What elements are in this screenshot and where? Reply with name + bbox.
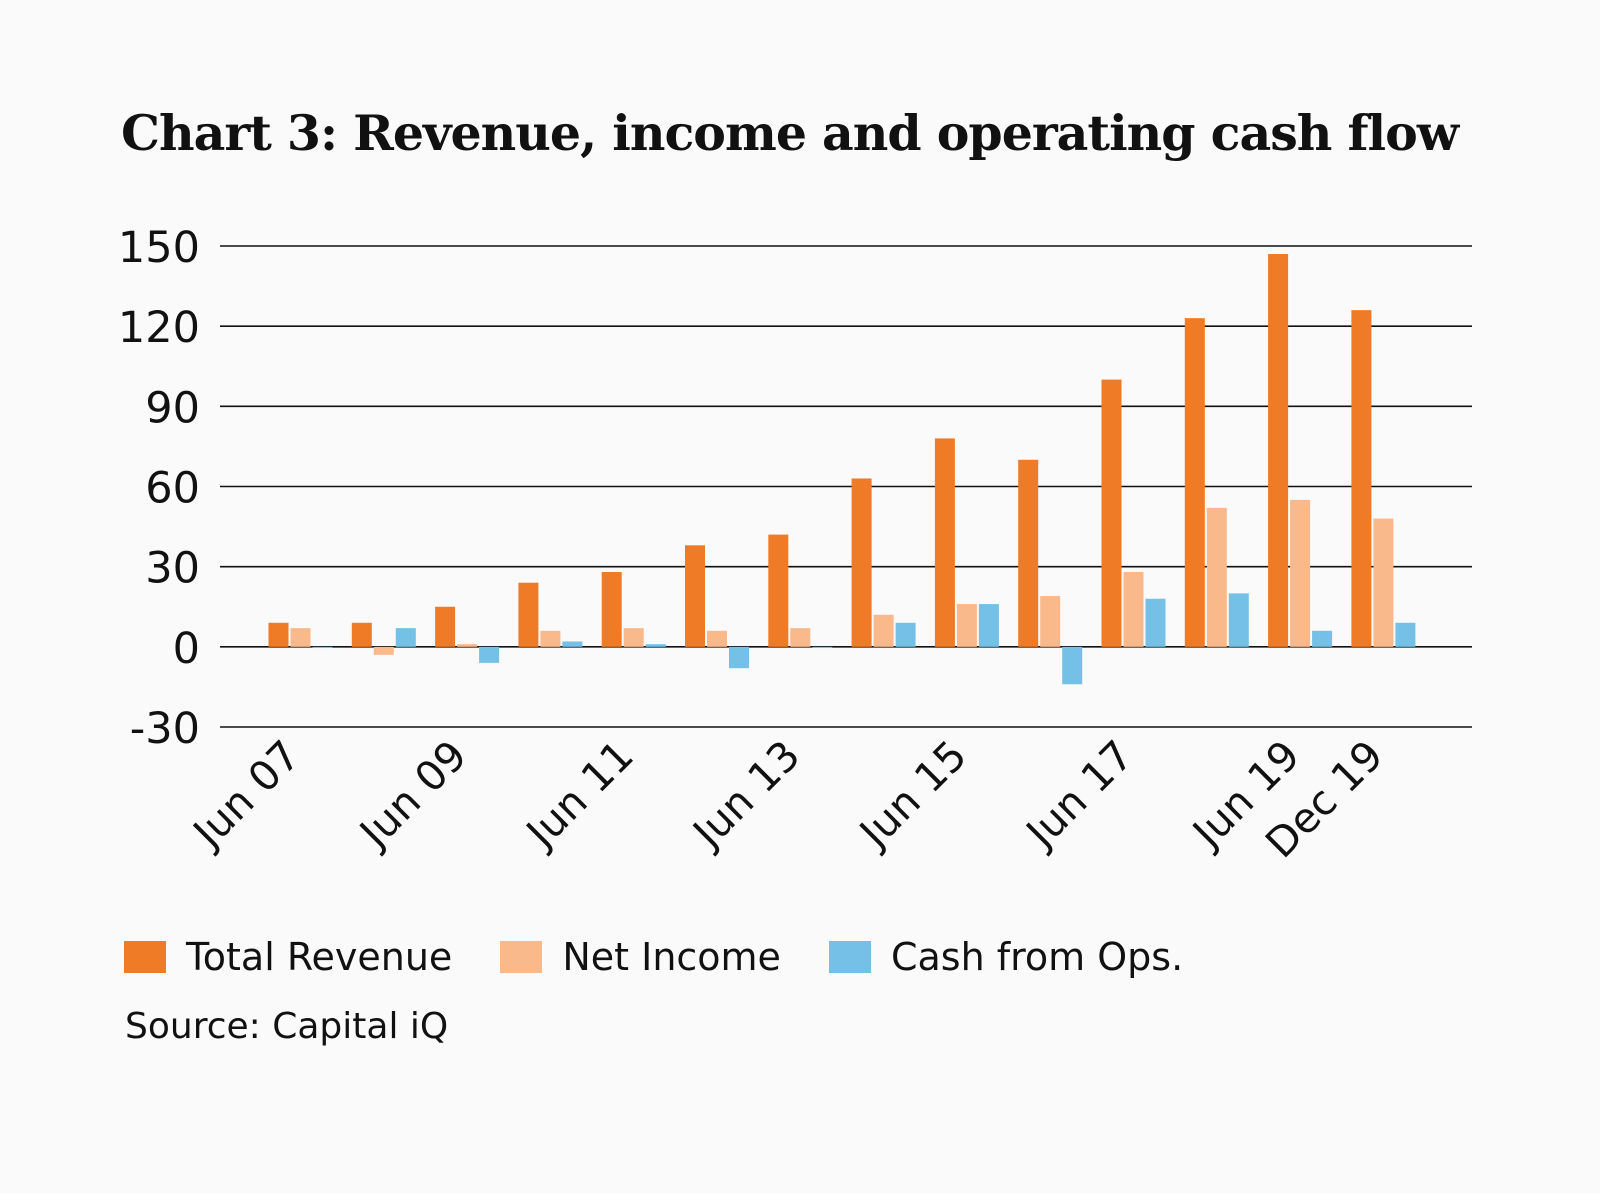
bar-total-revenue: [268, 622, 289, 647]
bar-cash-from-ops: [729, 646, 749, 669]
bar-cash-from-ops: [479, 646, 500, 663]
y-tick-label: -30: [130, 704, 200, 754]
legend-item-net-income: Net Income: [500, 935, 781, 979]
legend-swatch-net-income: [500, 941, 543, 973]
bar-cash-from-ops: [1228, 593, 1249, 647]
bar-cash-from-ops: [1395, 622, 1416, 647]
bar-cash-from-ops: [645, 644, 666, 647]
y-tick-label: 120: [118, 303, 200, 353]
bar-total-revenue: [518, 582, 539, 647]
y-tick-label: 150: [118, 223, 200, 273]
bar-total-revenue: [1268, 254, 1289, 647]
source-note: Source: Capital iQ: [125, 1006, 449, 1047]
bar-cash-from-ops: [978, 604, 999, 647]
x-tick-label: Jun 17: [1015, 731, 1142, 858]
bar-total-revenue: [1184, 318, 1205, 647]
bar-net-income: [873, 614, 894, 647]
bars: [268, 254, 1416, 685]
bar-net-income: [1206, 507, 1227, 647]
x-tick-label: Jun 07: [182, 731, 309, 858]
bar-net-income: [290, 628, 311, 647]
x-tick-label: Jun 15: [848, 731, 975, 858]
bar-net-income: [1373, 518, 1394, 647]
legend-swatch-total-revenue: [124, 941, 166, 973]
bar-cash-from-ops: [395, 628, 416, 647]
legend-label-net-income: Net Income: [562, 935, 781, 979]
bar-net-income: [457, 644, 478, 647]
x-tick-label: Jun 13: [682, 731, 809, 858]
bar-net-income: [1123, 572, 1144, 647]
bar-total-revenue: [685, 545, 705, 647]
bar-total-revenue: [768, 534, 789, 647]
bar-cash-from-ops: [1145, 598, 1166, 647]
bar-net-income: [1040, 596, 1061, 647]
x-tick-label: Jun 11: [515, 731, 642, 858]
bar-net-income: [540, 630, 561, 647]
chart-title: Chart 3: Revenue, income and operating c…: [121, 104, 1459, 162]
legend: Total Revenue Net Income Cash from Ops.: [124, 935, 1231, 979]
bar-chart: 150 120 90 60 30 0 -30 Jun 07 Jun 09 Jun 11 Jun 1…: [118, 223, 1472, 867]
bar-total-revenue: [435, 606, 456, 647]
bar-net-income: [1290, 499, 1311, 647]
bar-total-revenue: [851, 478, 872, 647]
bar-net-income: [623, 628, 644, 647]
bar-total-revenue: [601, 572, 622, 647]
x-tick-label: Jun 09: [349, 731, 476, 858]
bar-net-income: [707, 630, 727, 647]
bar-total-revenue: [351, 622, 372, 647]
y-tick-label: 90: [145, 383, 200, 433]
y-tick-label: 60: [145, 464, 200, 514]
legend-label-cash-from-ops: Cash from Ops.: [890, 935, 1184, 979]
bar-cash-from-ops: [812, 646, 833, 649]
legend-swatch-cash-from-ops: [828, 941, 871, 973]
bar-cash-from-ops: [1062, 646, 1083, 685]
bar-total-revenue: [1101, 379, 1122, 647]
y-axis-ticks: 150 120 90 60 30 0 -30: [118, 223, 200, 754]
gridlines: [220, 245, 1472, 728]
bar-net-income: [956, 604, 977, 647]
legend-item-cash-from-ops: Cash from Ops.: [828, 935, 1184, 979]
bar-total-revenue: [1351, 310, 1372, 647]
bar-net-income: [373, 646, 394, 655]
bar-cash-from-ops: [1312, 630, 1333, 647]
legend-item-total-revenue: Total Revenue: [124, 935, 452, 979]
y-tick-label: 30: [145, 544, 200, 594]
x-axis-ticks: Jun 07 Jun 09 Jun 11 Jun 13 Jun 15 Jun 17 Jun …: [182, 731, 1392, 867]
y-tick-label: 0: [173, 624, 200, 674]
bar-total-revenue: [934, 438, 955, 647]
bar-cash-from-ops: [312, 646, 333, 649]
bar-net-income: [790, 628, 811, 647]
bar-cash-from-ops: [895, 622, 916, 647]
bar-cash-from-ops: [562, 641, 583, 647]
legend-label-total-revenue: Total Revenue: [186, 935, 453, 979]
bar-total-revenue: [1018, 459, 1039, 647]
